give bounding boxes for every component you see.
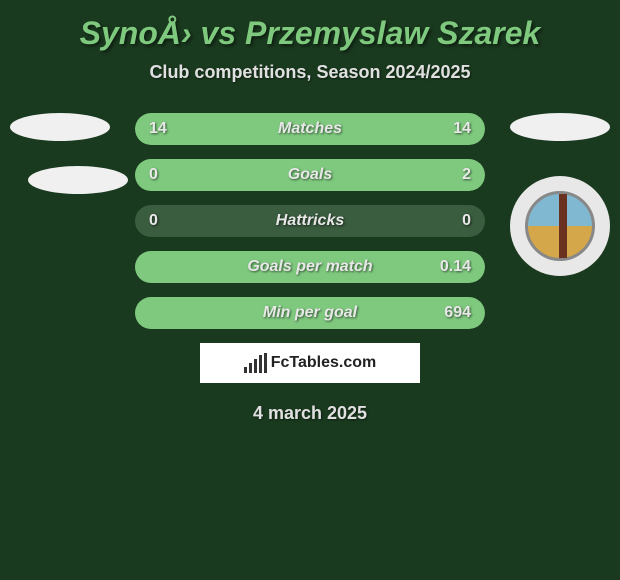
stat-value-right: 14 (453, 120, 471, 138)
stat-row: 0 Goals 2 (135, 159, 485, 191)
stat-row: Goals per match 0.14 (135, 251, 485, 283)
stat-value-right: 0 (462, 212, 471, 230)
club-crest-icon (525, 191, 595, 261)
fctables-logo[interactable]: FcTables.com (200, 343, 420, 383)
stat-value-left: 14 (149, 120, 167, 138)
right-club-badge (510, 176, 610, 276)
left-badge-1 (10, 113, 110, 141)
stat-value-left: 0 (149, 212, 158, 230)
stat-value-left: 0 (149, 166, 158, 184)
stats-area: 14 Matches 14 0 Goals 2 0 Hattricks 0 Goals per m… (0, 113, 620, 329)
stat-row: 14 Matches 14 (135, 113, 485, 145)
date-label: 4 march 2025 (0, 403, 620, 424)
stat-row: 0 Hattricks 0 (135, 205, 485, 237)
stat-label: Goals per match (247, 258, 372, 276)
stat-value-right: 2 (462, 166, 471, 184)
stats-bars: 14 Matches 14 0 Goals 2 0 Hattricks 0 Goals per m… (135, 113, 485, 329)
page-title: SynoÅ› vs Przemyslaw Szarek (0, 5, 620, 62)
page-subtitle: Club competitions, Season 2024/2025 (0, 62, 620, 83)
left-team-badges (10, 113, 128, 219)
stat-value-right: 694 (444, 304, 471, 322)
stat-value-right: 0.14 (440, 258, 471, 276)
right-team-badges (510, 113, 610, 276)
chart-icon (244, 353, 267, 373)
stat-row: Min per goal 694 (135, 297, 485, 329)
left-badge-2 (28, 166, 128, 194)
stat-label: Matches (278, 120, 342, 138)
stat-label: Hattricks (276, 212, 344, 230)
stat-label: Min per goal (263, 304, 357, 322)
right-badge-1 (510, 113, 610, 141)
logo-text: FcTables.com (271, 354, 377, 372)
stat-label: Goals (288, 166, 332, 184)
